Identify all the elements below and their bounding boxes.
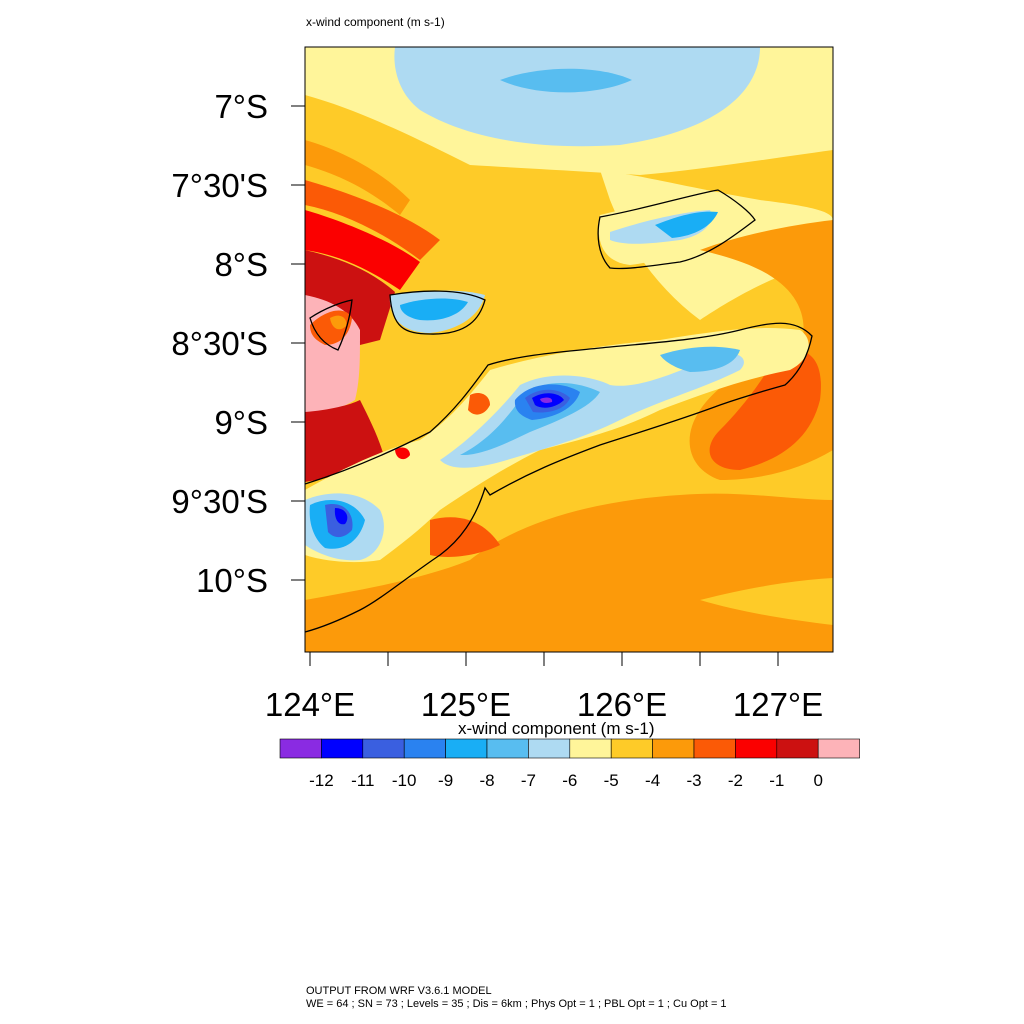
colorbar-label: -6 [562,771,578,790]
colorbar-swatch [776,738,819,759]
lat-label: 8°30'S [171,325,268,362]
lat-label: 7°30'S [171,167,268,204]
colorbar-swatch [362,738,405,759]
footer-line-1: OUTPUT FROM WRF V3.6.1 MODEL [306,985,492,997]
colorbar [279,738,860,759]
colorbar-label: -8 [479,771,495,790]
lon-label: 127°E [732,686,824,723]
colorbar-swatch [817,738,860,759]
footer: OUTPUT FROM WRF V3.6.1 MODEL WE = 64 ; S… [306,985,727,1011]
coastlines [304,189,813,633]
footer-line-2: WE = 64 ; SN = 73 ; Levels = 35 ; Dis = … [306,998,727,1010]
colorbar-swatch [652,738,695,759]
colorbar-swatch [693,738,736,759]
colorbar-label: -1 [769,771,785,790]
colorbar-swatch [569,738,612,759]
axis-ticks [291,105,779,666]
colorbar-label: -10 [391,771,417,790]
colorbar-swatch [528,738,571,759]
lon-label: 125°E [420,686,512,723]
colorbar-label: -9 [438,771,454,790]
lat-label: 10°S [196,562,268,599]
lon-label: 124°E [264,686,356,723]
colorbar-swatch [610,738,653,759]
colorbar-swatch [486,738,529,759]
colorbar-label: -12 [309,771,334,790]
colorbar-swatch [735,738,778,759]
colorbar-label: 0 [813,771,823,790]
plot-title: x-wind component (m s-1) [306,15,445,29]
colorbar-label: -3 [686,771,702,790]
lat-label: 9°30'S [171,483,268,520]
colorbar-swatch [279,738,322,759]
plot-frame [304,46,834,653]
colorbar-label: -11 [351,771,375,790]
colorbar-swatch [403,738,446,759]
colorbar-label: -2 [727,771,743,790]
contour-field [305,47,833,652]
colorbar-swatch [445,738,488,759]
lat-label: 9°S [214,404,268,441]
lat-label: 7°S [214,88,268,125]
lon-label: 126°E [576,686,668,723]
colorbar-label: -7 [520,771,536,790]
colorbar-title: x-wind component (m s-1) [458,719,655,738]
colorbar-label: -5 [603,771,619,790]
lat-label: 8°S [214,246,268,283]
colorbar-label: -4 [645,771,661,790]
colorbar-swatch [321,738,364,759]
